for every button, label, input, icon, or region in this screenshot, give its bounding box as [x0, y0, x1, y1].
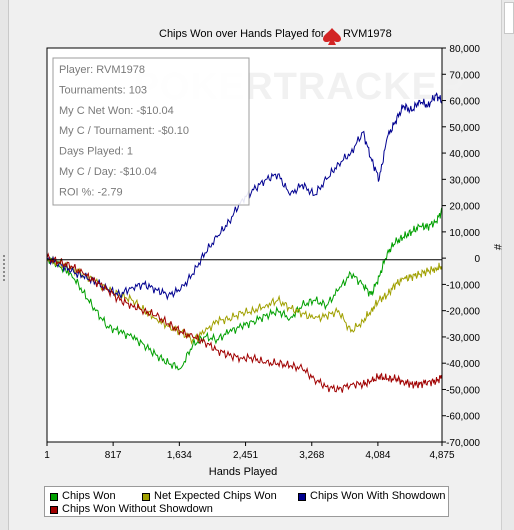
- y-tick-label: 10,000: [449, 228, 480, 239]
- stat-line: ROI %: -2.79: [59, 186, 123, 198]
- x-axis-label: Hands Played: [209, 466, 278, 478]
- stat-line: My C / Tournament: -$0.10: [59, 125, 189, 137]
- plot-border: [46, 47, 443, 443]
- x-tick-label: 3,268: [299, 450, 324, 461]
- y-tick-label: 70,000: [449, 70, 480, 81]
- pokerstars-spade-icon: [323, 28, 341, 45]
- legend-item-chips-won[interactable]: Chips Won: [50, 490, 116, 503]
- y-tick-label: 20,000: [449, 202, 480, 213]
- splitter-grip-icon[interactable]: [3, 255, 5, 281]
- x-tick-label: 1,634: [167, 450, 192, 461]
- legend-item-with-showdown[interactable]: Chips Won With Showdown: [298, 490, 446, 503]
- series-layer: [47, 92, 442, 393]
- stats-box: [52, 57, 250, 206]
- y-tick-label: 50,000: [449, 123, 480, 134]
- stats-lines: Player: RVM1978 Tournaments: 103 My C Net …: [59, 64, 189, 198]
- y-tick-label: -10,000: [446, 280, 480, 291]
- legend-item-net-expected[interactable]: Net Expected Chips Won: [142, 490, 277, 503]
- legend-label: Chips Won Without Showdown: [62, 503, 213, 515]
- stat-line: Player: RVM1978: [59, 64, 145, 76]
- legend-swatch-icon: [50, 492, 58, 501]
- series-line-chips-won-without-showdown: [47, 252, 442, 393]
- series-line-chips-won-with-showdown: [47, 92, 442, 301]
- y-tick-label: 0: [474, 254, 480, 265]
- y-tick-label: -20,000: [446, 307, 480, 318]
- y-tick-label: -40,000: [446, 359, 480, 370]
- legend-swatch-icon: [142, 492, 150, 501]
- y-tick-label: -70,000: [446, 438, 480, 449]
- y-tick-label: 80,000: [449, 44, 480, 55]
- y-axis-ticks: 80,000 70,000 60,000 50,000 40,000 30,000 20,0…: [442, 44, 480, 449]
- y-tick-label: 60,000: [449, 97, 480, 108]
- left-splitter[interactable]: [0, 0, 9, 530]
- legend-swatch-icon: [50, 505, 58, 514]
- legend-label: Chips Won: [62, 490, 116, 502]
- x-tick-label: 817: [105, 450, 122, 461]
- y-tick-label: 30,000: [449, 175, 480, 186]
- series-line-chips-won: [47, 207, 442, 371]
- stat-line: My C Net Won: -$10.04: [59, 105, 174, 117]
- window-top-strip: [0, 0, 514, 14]
- chart-title: Chips Won over Hands Played for: [159, 28, 325, 40]
- stat-line: My C / Day: -$10.04: [59, 166, 157, 178]
- stat-line: Days Played: 1: [59, 146, 133, 158]
- y-axis-label: #: [491, 244, 503, 251]
- legend-label: Net Expected Chips Won: [154, 490, 277, 502]
- legend-item-without-showdown[interactable]: Chips Won Without Showdown: [50, 503, 213, 516]
- x-tick-label: 4,875: [429, 450, 454, 461]
- chart-legend: Chips Won Net Expected Chips Won Chips W…: [44, 486, 449, 517]
- legend-swatch-icon: [298, 492, 306, 501]
- legend-label: Chips Won With Showdown: [310, 490, 446, 502]
- y-tick-label: 40,000: [449, 149, 480, 160]
- chart-title-player: RVM1978: [343, 28, 392, 40]
- x-tick-label: 1: [44, 450, 50, 461]
- y-tick-label: -60,000: [446, 412, 480, 423]
- stat-line: Tournaments: 103: [59, 84, 147, 96]
- x-tick-label: 2,451: [233, 450, 258, 461]
- y-tick-label: -50,000: [446, 385, 480, 396]
- x-axis-ticks: 1 817 1,634 2,451 3,268 4,084 4,875: [44, 442, 455, 461]
- y-tick-label: -30,000: [446, 333, 480, 344]
- x-tick-label: 4,084: [365, 450, 390, 461]
